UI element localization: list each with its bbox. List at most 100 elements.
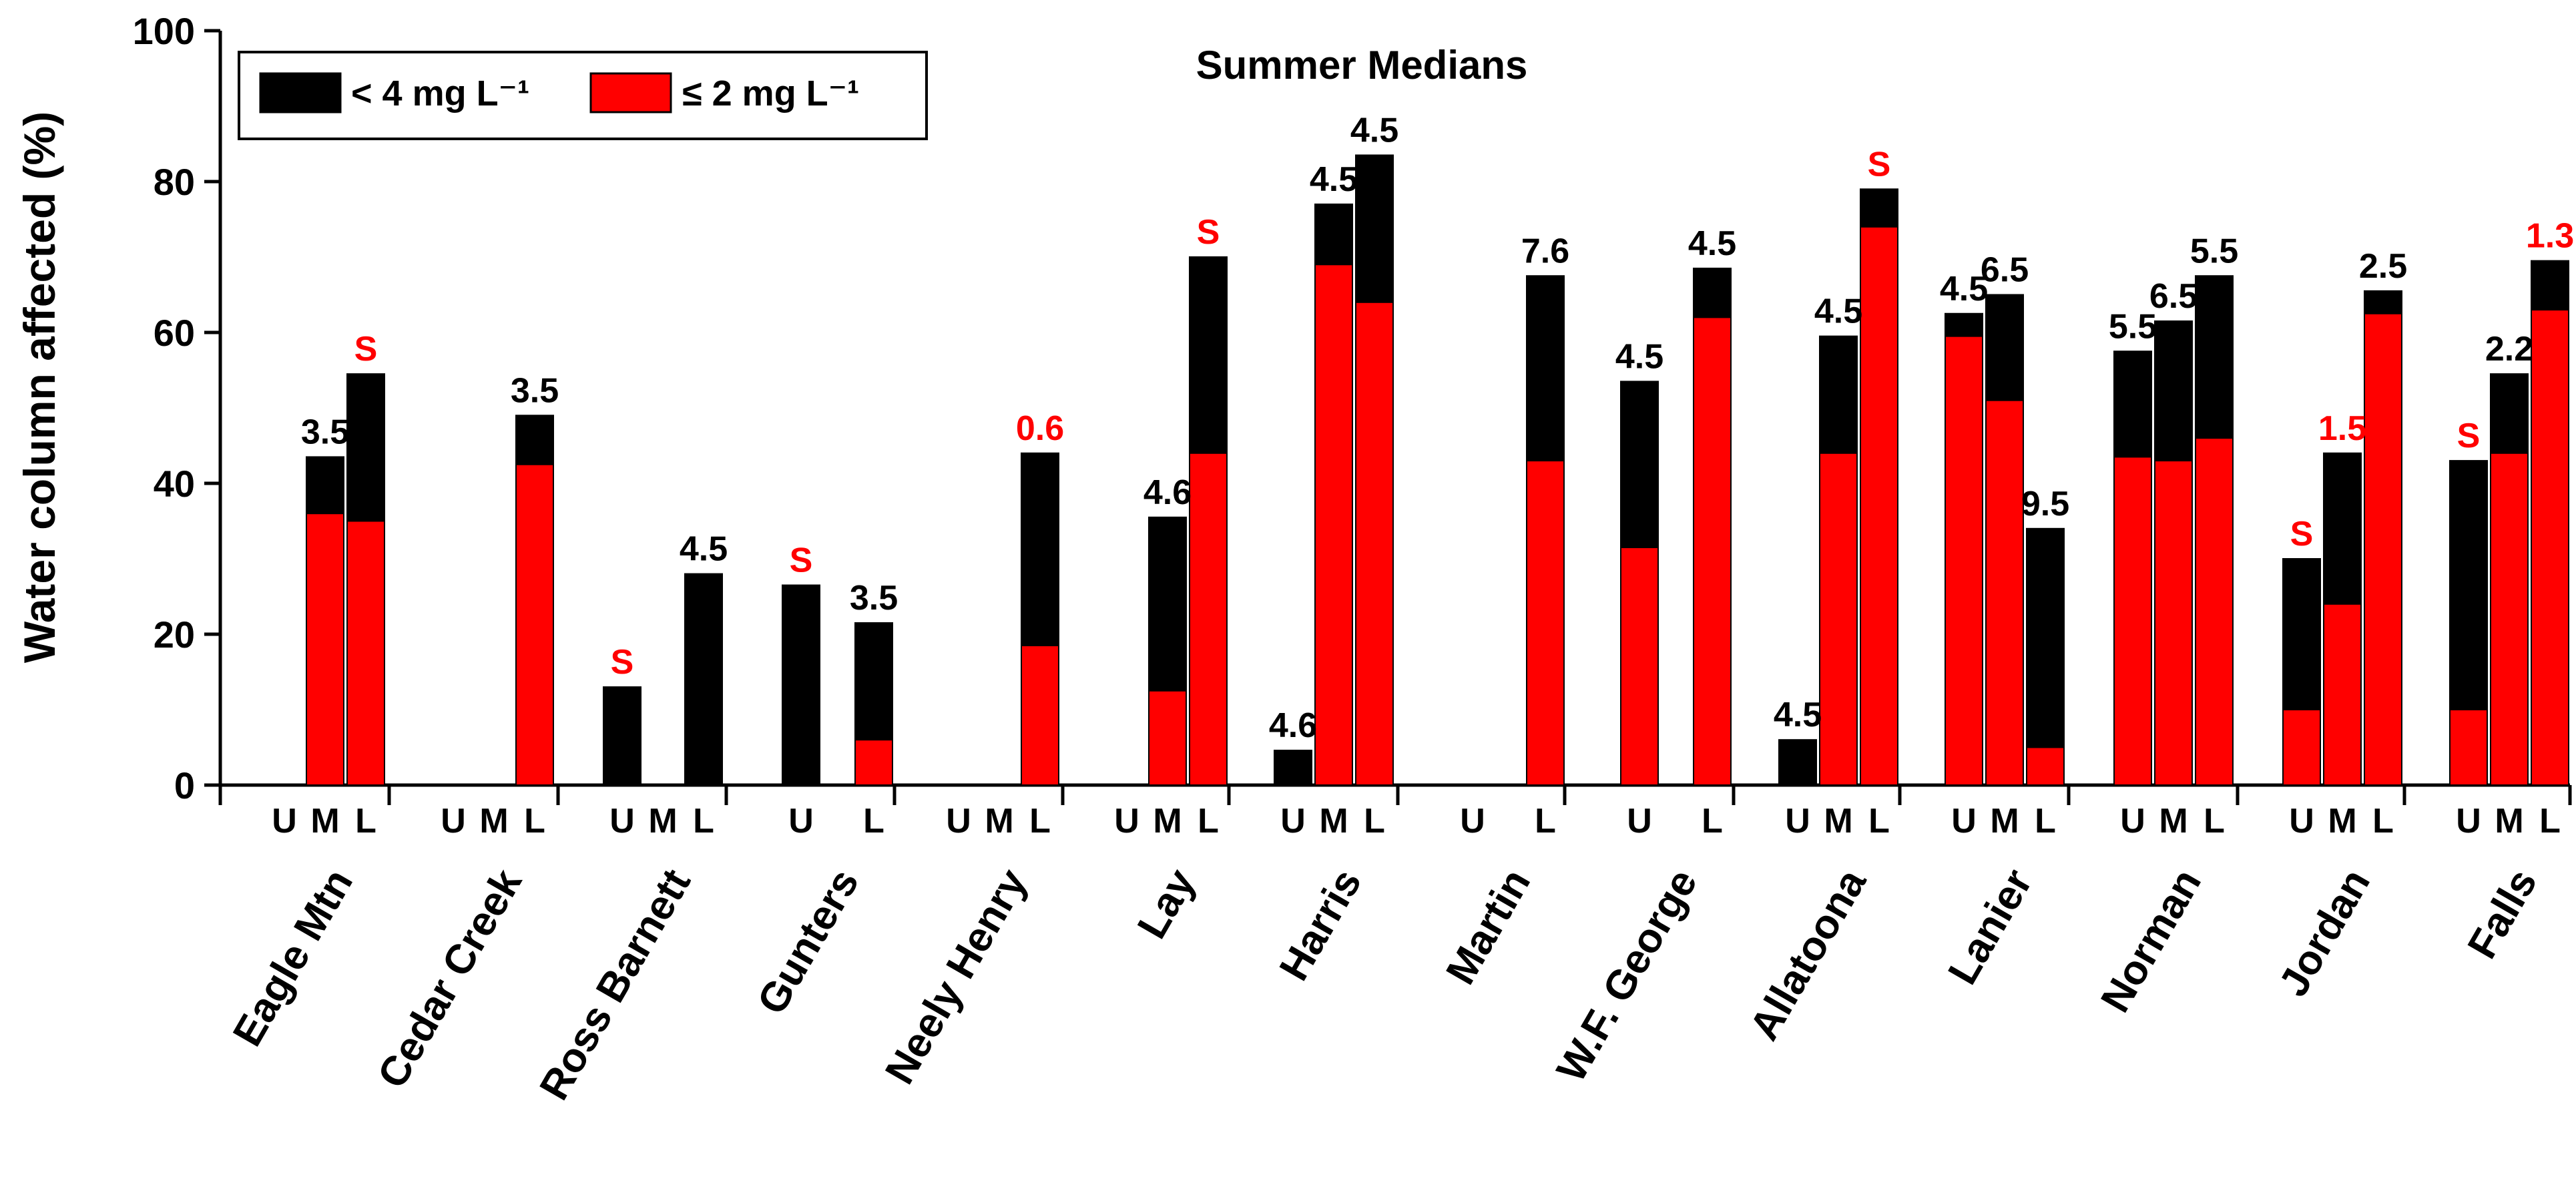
bar-le2-allatoona-L xyxy=(1860,226,1898,786)
legend-label-le2: ≤ 2 mg L⁻¹ xyxy=(682,73,859,113)
position-label: L xyxy=(1198,802,1219,840)
bar-le2-falls-M xyxy=(2490,452,2529,786)
bar-value-label: 6.5 xyxy=(2149,277,2198,316)
bar-value-label: 9.5 xyxy=(2021,485,2069,523)
position-label: M xyxy=(2495,802,2523,840)
position-label: U xyxy=(441,802,466,840)
position-label: M xyxy=(648,802,677,840)
bar-le2-lay-M xyxy=(1148,690,1187,786)
category-label: Harris xyxy=(1271,862,1370,989)
position-label: U xyxy=(1280,802,1306,840)
bar-value-label: S xyxy=(611,643,634,682)
bar-value-label: 4.5 xyxy=(1814,292,1862,331)
bar-value-label: 5.5 xyxy=(2109,307,2157,346)
bar-le2-jordan-U xyxy=(2282,709,2321,786)
position-label: U xyxy=(946,802,971,840)
bars xyxy=(306,154,2569,786)
category-label: Martin xyxy=(1437,862,1539,993)
bar-value-label: 6.5 xyxy=(1981,251,2029,290)
bar-value-label: 4.6 xyxy=(1269,706,1317,745)
bar-le2-eagle-mtn-L xyxy=(346,520,385,786)
y-tick-label: 60 xyxy=(154,312,195,354)
position-label: U xyxy=(2120,802,2145,840)
bar-lt4-lanier-L xyxy=(2026,527,2065,786)
bar-le2-lay-L xyxy=(1189,452,1228,786)
bar-le2-falls-U xyxy=(2449,709,2488,786)
bar-lt4-ross-barnett-L xyxy=(684,573,723,786)
bar-value-label: 4.5 xyxy=(1310,160,1358,199)
position-label: M xyxy=(1319,802,1348,840)
bar-value-label: 4.5 xyxy=(1688,224,1736,263)
position-label: U xyxy=(1460,802,1485,840)
bar-le2-falls-L xyxy=(2531,309,2569,786)
bar-le2-neely-henry-L xyxy=(1021,644,1059,786)
position-label: U xyxy=(1785,802,1810,840)
bar-value-label: S xyxy=(790,541,813,580)
y-tick-label: 0 xyxy=(174,764,195,806)
bar-value-label: 4.5 xyxy=(1940,270,1988,308)
group-separators xyxy=(218,785,2572,805)
position-label: M xyxy=(1990,802,2019,840)
category-label: Gunters xyxy=(749,862,868,1022)
bar-value-label: 4.6 xyxy=(1143,473,1192,512)
position-label: M xyxy=(479,802,508,840)
bar-value-label: 1.5 xyxy=(2318,409,2366,448)
bar-value-label: 4.5 xyxy=(1350,111,1398,150)
position-label: L xyxy=(2372,802,2394,840)
position-label: L xyxy=(863,802,884,840)
bar-value-label: S xyxy=(354,330,378,369)
bar-le2-norman-L xyxy=(2195,437,2234,786)
bar-value-label: 5.5 xyxy=(2190,232,2238,270)
position-label: L xyxy=(1868,802,1890,840)
position-label: L xyxy=(1535,802,1556,840)
position-label: L xyxy=(1364,802,1385,840)
position-label: U xyxy=(1627,802,1652,840)
position-label: L xyxy=(1702,802,1723,840)
category-label: Lay xyxy=(1129,861,1204,946)
bar-le2-lanier-M xyxy=(1985,399,2024,786)
legend-swatch-lt4 xyxy=(259,72,342,113)
bar-le2-norman-U xyxy=(2113,456,2152,786)
y-tick-label: 40 xyxy=(154,463,195,505)
bar-lt4-allatoona-U xyxy=(1778,739,1817,786)
y-ticks: 0 20 40 60 80 100 xyxy=(133,10,220,806)
bar-le2-jordan-M xyxy=(2323,603,2362,786)
bar-le2-harris-L xyxy=(1355,301,1394,786)
position-label: U xyxy=(1114,802,1139,840)
bar-value-label: S xyxy=(1868,145,1891,184)
bar-lt4-gunters-U xyxy=(782,584,820,786)
category-label: Lanier xyxy=(1939,862,2041,993)
y-tick-label: 100 xyxy=(133,10,195,52)
position-label: U xyxy=(2456,802,2481,840)
bar-value-label: S xyxy=(2290,515,2314,553)
bar-value-label: S xyxy=(1197,213,1220,252)
position-label: U xyxy=(2289,802,2314,840)
legend-frame xyxy=(238,51,928,140)
bar-value-label: 1.3 xyxy=(2526,217,2574,256)
position-label: U xyxy=(609,802,635,840)
category-label: Eagle Mtn xyxy=(224,862,362,1054)
bar-le2-lanier-U xyxy=(1945,335,1983,786)
bar-lt4-ross-barnett-U xyxy=(603,686,641,786)
position-label: M xyxy=(2159,802,2187,840)
y-axis-label: Water column affected (%) xyxy=(15,111,64,663)
position-label: M xyxy=(1153,802,1182,840)
bar-le2-lanier-L xyxy=(2026,746,2065,786)
bar-lt4-harris-U xyxy=(1274,750,1312,786)
position-label: M xyxy=(2328,802,2356,840)
position-label: L xyxy=(2204,802,2225,840)
category-label: Norman xyxy=(2092,862,2210,1020)
position-label: U xyxy=(1951,802,1977,840)
position-label: L xyxy=(693,802,714,840)
position-label: L xyxy=(524,802,545,840)
category-label: Cedar Creek xyxy=(369,861,531,1096)
bar-le2-allatoona-M xyxy=(1819,452,1858,786)
bar-le2-norman-M xyxy=(2154,460,2193,786)
position-label: U xyxy=(788,802,814,840)
position-label: L xyxy=(355,802,376,840)
bar-value-label: 2.2 xyxy=(2485,330,2533,369)
category-label: W.F. George xyxy=(1548,862,1706,1090)
